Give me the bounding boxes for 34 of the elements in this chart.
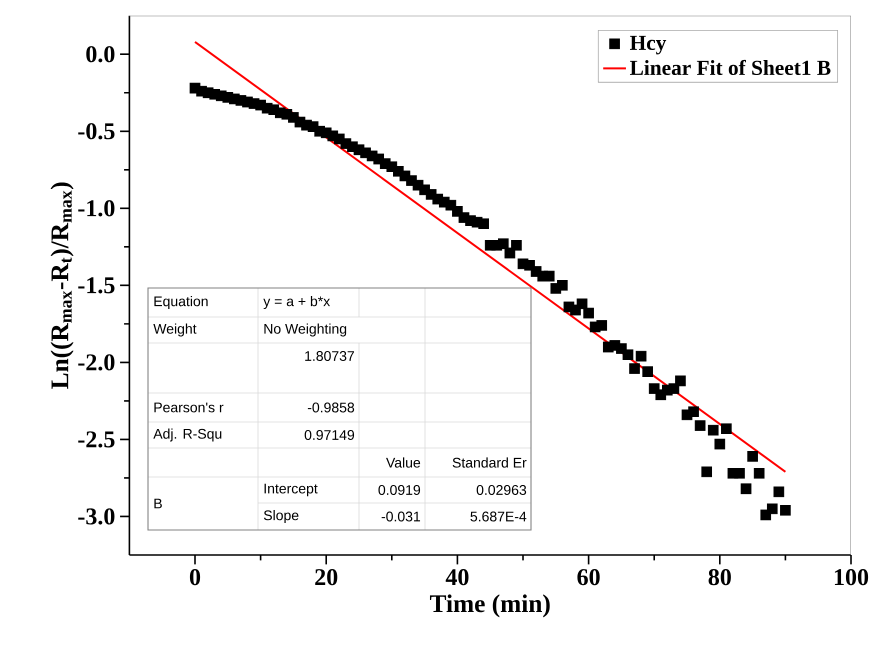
annotation: -0.031	[382, 512, 420, 522]
y-axis-title: Ln((R$_{max}$-R$_{t}$)/R$_{max}$)	[50, 182, 74, 389]
annotation: y = a + b*x	[263, 296, 330, 310]
annotation: 0.97149	[304, 430, 354, 440]
x-tick-label: 20	[315, 569, 338, 586]
x-tick-label: 80	[708, 569, 731, 586]
x-tick-label: 100	[834, 569, 868, 586]
y-tick-label: -2.0	[78, 354, 114, 371]
annotation: 1.80737	[305, 351, 354, 361]
annotation: Standard Er	[452, 457, 526, 468]
annotation: Pearson's r	[154, 402, 224, 412]
x-tick-label: 40	[446, 569, 468, 586]
annotation: -0.9858	[308, 402, 354, 412]
annotation: B	[154, 498, 162, 508]
annotation: Value	[386, 457, 420, 468]
annotation: 0.0919	[378, 485, 420, 495]
y-tick-label: -1.0	[78, 200, 114, 216]
legend-label: Linear Fit of Sheet1 B	[630, 60, 830, 76]
y-tick-label: -1.5	[78, 277, 114, 294]
x-axis-title: Time (min)	[430, 594, 550, 618]
annotation: Adj. R-Squ	[153, 428, 222, 442]
legend-label: Hcy	[630, 36, 666, 54]
y-tick-label: 0.0	[86, 46, 114, 62]
annotation: Slope	[264, 510, 298, 524]
y-tick-label: -2.5	[78, 431, 114, 448]
y-tick-label: -3.0	[78, 508, 114, 525]
annotation: Weight	[153, 323, 196, 337]
annotation: 0.02963	[476, 485, 526, 495]
x-tick-label: 0	[190, 569, 200, 586]
annotation: No Weighting	[264, 323, 346, 337]
x-tick-label: 60	[577, 569, 600, 586]
annotation: Intercept	[264, 484, 318, 496]
annotation: Equation	[154, 296, 208, 310]
y-tick-label: -0.5	[78, 123, 114, 140]
